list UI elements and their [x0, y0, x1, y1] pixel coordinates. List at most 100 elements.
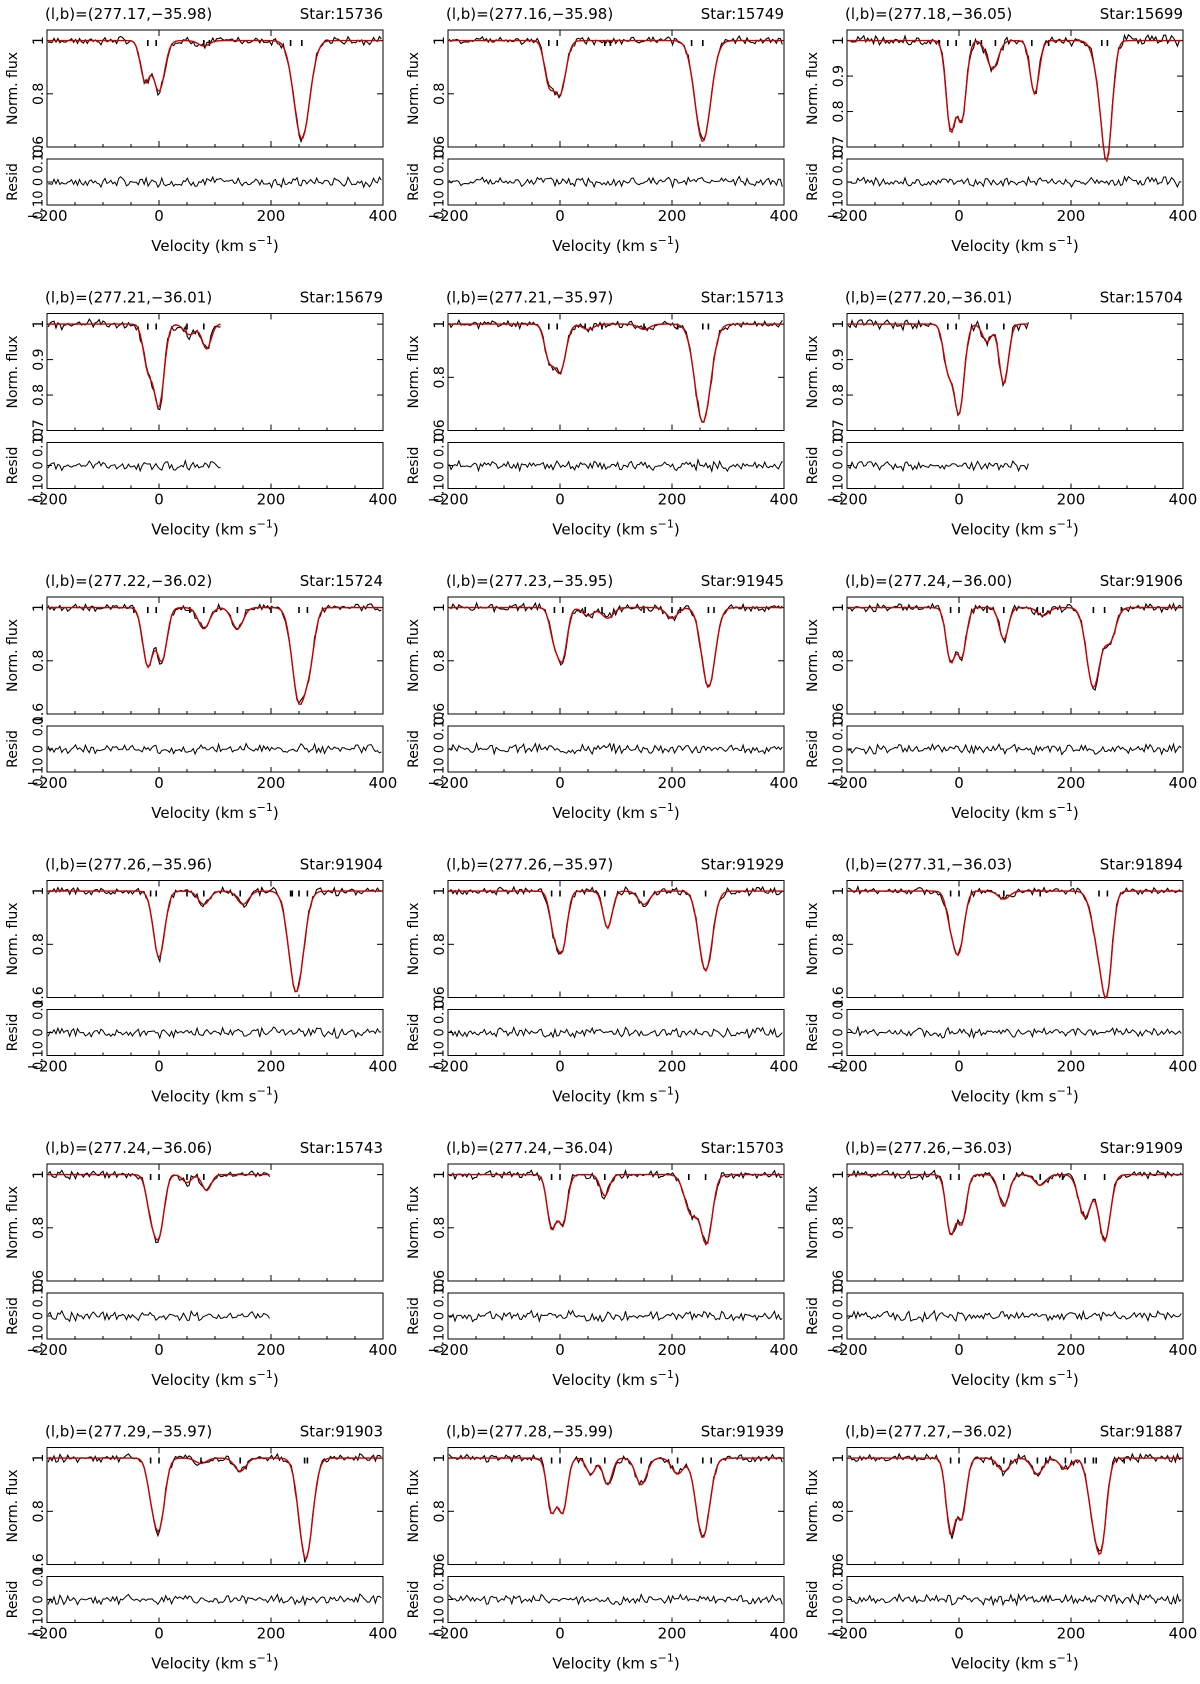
panel-position-label: (l,b)=(277.17,−35.98) [45, 5, 212, 23]
resid-tick-label: 0.10 [433, 995, 448, 1024]
panel-star-label: Star:15736 [300, 5, 383, 23]
panel-position-label: (l,b)=(277.28,−35.99) [446, 1423, 613, 1441]
spectrum-panel-18: (l,b)=(277.27,−36.02) Star:91887 0.6 0.8 1 0.… [805, 1423, 1197, 1673]
x-tick-label: 0 [555, 207, 565, 225]
panel-position-label: (l,b)=(277.24,−36.06) [45, 1139, 212, 1157]
velocity-axis-label: Velocity (km s−1) [951, 1368, 1078, 1389]
velocity-axis-label: Velocity (km s−1) [951, 1085, 1078, 1106]
x-tick-label: 400 [770, 1058, 799, 1076]
resid-tick-label: 0 [32, 745, 47, 753]
x-tick-label: 400 [1169, 1625, 1198, 1643]
observed-spectrum-line [448, 35, 783, 141]
y-tick-label: 0.8 [31, 1217, 47, 1239]
resid-tick-label: 0 [433, 745, 448, 753]
spectrum-panel-6: (l,b)=(277.20,−36.01) Star:15704 0.7 0.8 0.9… [805, 289, 1197, 539]
spectrum-panel-3: (l,b)=(277.18,−36.05) Star:15699 0.7 0.8 0.9… [805, 5, 1197, 255]
y-tick-label: 0.6 [432, 1270, 448, 1292]
flux-axis-label: Norm. flux [805, 1469, 821, 1542]
panel-position-label: (l,b)=(277.31,−36.03) [845, 856, 1012, 874]
resid-tick-label: 0.10 [32, 428, 47, 457]
observed-spectrum-line [448, 601, 783, 687]
model-fit-line [449, 606, 783, 689]
resid-tick-label: 0.10 [832, 1279, 847, 1308]
y-tick-label: 0.6 [31, 1270, 47, 1292]
y-tick-label: 0.6 [432, 1553, 448, 1575]
panel-star-label: Star:91929 [701, 856, 784, 874]
velocity-axis-label: Velocity (km s−1) [151, 1652, 278, 1673]
velocity-axis-label: Velocity (km s−1) [552, 234, 679, 255]
model-fit-line [848, 1457, 1182, 1556]
resid-tick-label: 0 [433, 178, 448, 186]
flux-axis-label: Norm. flux [5, 52, 21, 125]
y-tick-label: 0.6 [831, 1270, 847, 1292]
y-tick-label: 0.8 [831, 1500, 847, 1522]
observed-spectrum-line [448, 1453, 783, 1538]
x-tick-label: 400 [1169, 491, 1198, 509]
y-tick-label: 1 [432, 320, 448, 329]
spectrum-panel-4: (l,b)=(277.21,−36.01) Star:15679 0.7 0.8 0.9… [5, 289, 397, 539]
observed-spectrum-line [448, 318, 783, 423]
spectrum-panel-7: (l,b)=(277.22,−36.02) Star:15724 0.6 0.8 1 0.… [5, 572, 397, 822]
x-tick-label: 0 [954, 1058, 964, 1076]
x-tick-label: 0 [954, 1341, 964, 1359]
resid-axis-label: Resid [406, 163, 422, 201]
resid-axis-label: Resid [406, 730, 422, 768]
x-tick-label: 0 [154, 1625, 164, 1643]
flux-axes-frame [447, 1163, 785, 1282]
residual-axes-frame [46, 1292, 384, 1340]
x-tick-label: 0 [154, 1341, 164, 1359]
velocity-axis-label: Velocity (km s−1) [951, 234, 1078, 255]
observed-spectrum-line [847, 1169, 1182, 1241]
x-tick-label: 0 [954, 1625, 964, 1643]
resid-tick-label: 0.10 [832, 191, 847, 220]
y-tick-label: 0.8 [432, 366, 448, 388]
resid-axis-label: Resid [805, 730, 821, 768]
x-tick-label: −200 [427, 1625, 468, 1643]
flux-axes-frame [46, 313, 384, 431]
x-tick-label: 200 [658, 491, 687, 509]
resid-tick-label: 0 [832, 1028, 847, 1036]
x-tick-label: 200 [257, 1058, 286, 1076]
panel-position-label: (l,b)=(277.24,−36.04) [446, 1139, 613, 1157]
spectrum-panel-10: (l,b)=(277.26,−35.96) Star:91904 0.6 0.8 1 0.… [5, 856, 397, 1106]
x-tick-label: 200 [1057, 1625, 1086, 1643]
velocity-axis-label: Velocity (km s−1) [552, 518, 679, 539]
model-fit-line [48, 1173, 270, 1242]
spectrum-panel-5: (l,b)=(277.21,−35.97) Star:15713 0.6 0.8 1 0.… [406, 289, 798, 539]
observed-spectrum-line [47, 1169, 271, 1243]
flux-axes-frame [846, 1447, 1184, 1565]
spectrum-panel-16: (l,b)=(277.29,−35.97) Star:91903 0.6 0.8 1 0.… [5, 1423, 397, 1673]
model-fit-line [848, 323, 1029, 416]
resid-axis-label: Resid [406, 447, 422, 485]
x-tick-label: 0 [154, 774, 164, 792]
x-tick-label: 0 [154, 491, 164, 509]
velocity-axis-label: Velocity (km s−1) [951, 1652, 1078, 1673]
resid-tick-label: 0.1 [32, 1566, 47, 1587]
spectrum-panel-9: (l,b)=(277.24,−36.00) Star:91906 0.6 0.8 1 0.… [805, 572, 1197, 822]
residual-line [448, 1593, 783, 1606]
x-tick-label: −200 [427, 491, 468, 509]
resid-axis-label: Resid [5, 730, 21, 768]
x-tick-label: −200 [427, 774, 468, 792]
y-tick-label: 1 [31, 1170, 47, 1179]
resid-axis-label: Resid [805, 447, 821, 485]
y-tick-label: 0.6 [31, 1553, 47, 1575]
flux-axes-frame [846, 1163, 1184, 1282]
flux-axis-label: Norm. flux [5, 619, 21, 692]
resid-tick-label: 0.10 [32, 145, 47, 174]
observed-spectrum-line [48, 35, 382, 144]
resid-axis-label: Resid [805, 1014, 821, 1052]
observed-spectrum-line [47, 885, 382, 993]
y-tick-label: 0.7 [831, 419, 847, 441]
resid-tick-label: 0.10 [32, 191, 47, 220]
x-tick-label: −200 [826, 491, 867, 509]
resid-tick-label: 0 [32, 1595, 47, 1603]
y-tick-label: 0.9 [831, 65, 847, 87]
x-tick-label: 200 [257, 491, 286, 509]
resid-axis-label: Resid [5, 1297, 21, 1335]
x-tick-label: −200 [26, 491, 67, 509]
observed-spectrum-line [47, 1452, 382, 1563]
y-tick-label: 1 [432, 887, 448, 896]
x-tick-label: −200 [427, 207, 468, 225]
x-tick-label: 400 [369, 207, 398, 225]
